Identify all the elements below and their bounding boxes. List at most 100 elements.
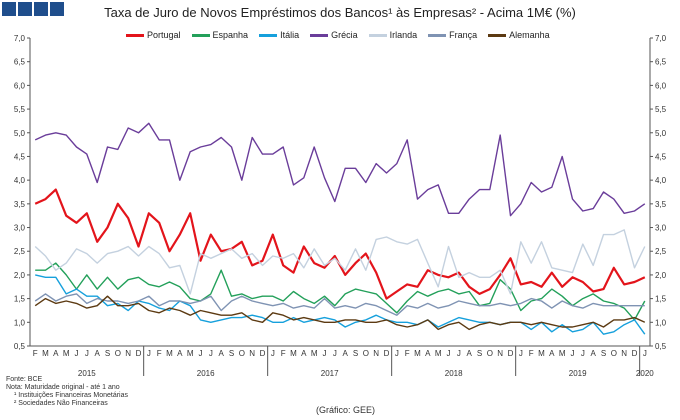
y-tick-label-right: 3,0	[655, 224, 667, 233]
x-month-label: S	[353, 349, 358, 358]
y-tick-label-right: 5,0	[655, 129, 667, 138]
y-tick-label-left: 7,0	[14, 34, 26, 43]
x-month-label: A	[549, 349, 555, 358]
x-month-label: J	[199, 349, 203, 358]
x-month-label: J	[581, 349, 585, 358]
y-tick-label-left: 6,0	[14, 81, 26, 90]
x-month-label: S	[105, 349, 110, 358]
legend-item: Grécia	[310, 30, 358, 40]
y-tick-label-left: 3,0	[14, 224, 26, 233]
y-tick-label-left: 3,5	[14, 200, 26, 209]
y-tick-label-left: 1,5	[14, 295, 26, 304]
x-month-label: J	[147, 349, 151, 358]
x-month-label: A	[218, 349, 224, 358]
x-month-label: N	[621, 349, 627, 358]
y-tick-label-right: 7,0	[655, 34, 667, 43]
x-month-label: M	[187, 349, 194, 358]
x-month-label: A	[301, 349, 307, 358]
y-tick-label-right: 2,5	[655, 247, 667, 256]
x-month-label: O	[611, 349, 617, 358]
x-month-label: J	[333, 349, 337, 358]
x-month-label: F	[157, 349, 162, 358]
y-tick-label-left: 0,5	[14, 342, 26, 351]
x-month-label: M	[435, 349, 442, 358]
x-month-label: A	[342, 349, 348, 358]
chart-credit: (Gráfico: GEE)	[316, 405, 376, 415]
x-month-label: S	[601, 349, 606, 358]
footnote-1: ¹ Instituições Financeiras Monetárias	[14, 392, 128, 399]
x-month-label: J	[643, 349, 647, 358]
y-tick-label-right: 2,0	[655, 271, 667, 280]
legend-item: Itália	[259, 30, 299, 40]
source-note: Fonte: BCE	[6, 376, 43, 383]
x-month-label: J	[457, 349, 461, 358]
x-month-label: O	[363, 349, 369, 358]
x-month-label: A	[94, 349, 100, 358]
x-month-label: N	[497, 349, 503, 358]
x-month-label: M	[290, 349, 297, 358]
x-month-label: A	[466, 349, 472, 358]
x-month-label: J	[85, 349, 89, 358]
legend-item: Irlanda	[368, 30, 418, 40]
legend-swatch	[259, 33, 278, 37]
series-line-portugal	[34, 188, 646, 300]
x-month-label: D	[632, 349, 638, 358]
x-month-label: D	[136, 349, 142, 358]
x-month-label: A	[53, 349, 59, 358]
series-line-frança	[34, 293, 645, 316]
x-month-label: F	[405, 349, 410, 358]
x-month-label: J	[209, 349, 213, 358]
x-month-label: M	[538, 349, 545, 358]
legend-item: Alemanha	[488, 30, 550, 40]
y-tick-label-right: 3,5	[655, 200, 667, 209]
x-year-label: 2019	[569, 369, 587, 378]
x-month-label: A	[177, 349, 183, 358]
x-month-label: M	[311, 349, 318, 358]
x-month-label: J	[75, 349, 79, 358]
y-tick-label-left: 1,0	[14, 318, 26, 327]
legend-label: Irlanda	[389, 30, 418, 40]
x-month-label: N	[249, 349, 255, 358]
y-tick-label-right: 0,5	[655, 342, 667, 351]
x-year-label: 2020	[636, 369, 654, 378]
y-tick-label-left: 2,0	[14, 271, 26, 280]
x-month-label: F	[33, 349, 38, 358]
y-tick-label-left: 5,0	[14, 129, 26, 138]
footnote-2: ² Sociedades Não Financeiras	[14, 400, 108, 407]
x-month-label: S	[229, 349, 234, 358]
x-month-label: M	[559, 349, 566, 358]
legend-swatch	[368, 33, 387, 37]
x-month-label: A	[425, 349, 431, 358]
x-month-label: J	[271, 349, 275, 358]
x-month-label: M	[414, 349, 421, 358]
x-year-label: 2016	[197, 369, 215, 378]
y-tick-label-left: 4,5	[14, 152, 26, 161]
y-tick-label-left: 4,0	[14, 176, 26, 185]
legend-label: Itália	[280, 30, 300, 40]
x-month-label: F	[281, 349, 286, 358]
series-line-grécia	[34, 122, 646, 217]
x-month-label: N	[125, 349, 131, 358]
series-line-irlanda	[34, 229, 646, 295]
legend-swatch	[310, 33, 329, 37]
x-month-label: M	[166, 349, 173, 358]
x-month-label: D	[384, 349, 390, 358]
x-month-label: F	[529, 349, 534, 358]
x-month-label: O	[487, 349, 493, 358]
legend-item: França	[428, 30, 477, 40]
logo	[2, 2, 64, 16]
x-month-label: J	[447, 349, 451, 358]
x-year-label: 2017	[321, 369, 339, 378]
x-month-label: J	[519, 349, 523, 358]
legend-label: Portugal	[147, 30, 181, 40]
x-month-label: J	[323, 349, 327, 358]
legend-item: Portugal	[126, 30, 181, 40]
series-line-itália	[35, 274, 646, 335]
x-month-label: D	[508, 349, 514, 358]
y-tick-label-right: 1,5	[655, 295, 667, 304]
x-month-label: O	[115, 349, 121, 358]
x-month-label: N	[373, 349, 379, 358]
legend-label: Espanha	[212, 30, 249, 40]
y-tick-label-right: 5,5	[655, 105, 667, 114]
